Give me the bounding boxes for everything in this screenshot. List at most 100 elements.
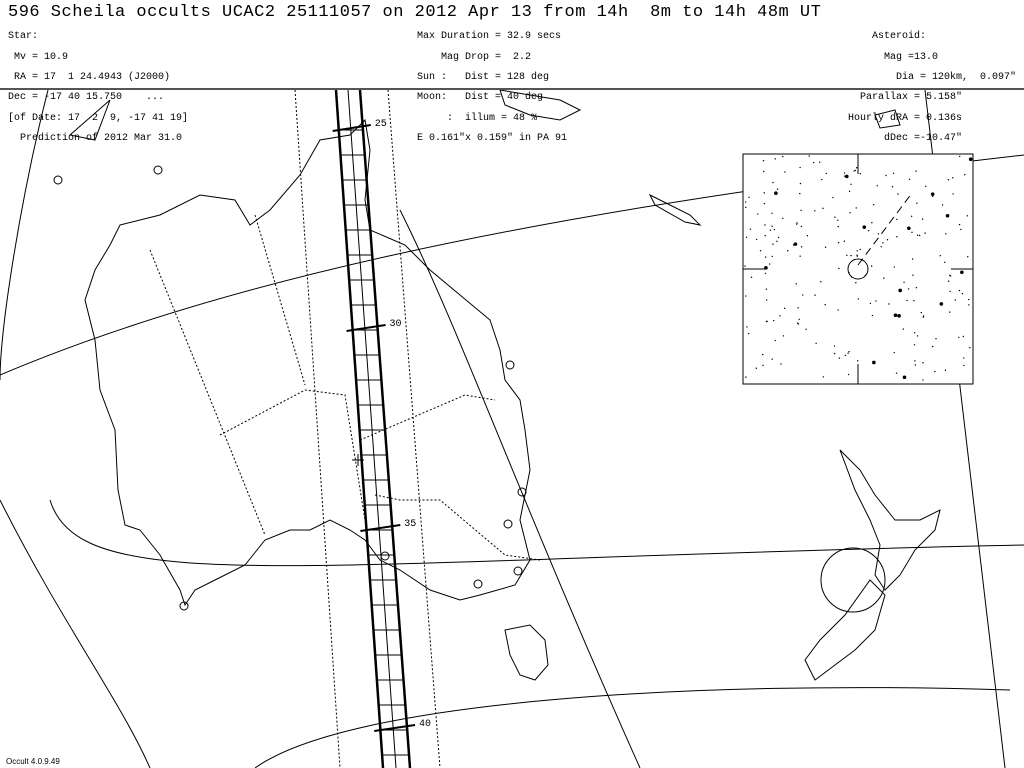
inset-star [762,160,765,162]
inset-star [944,369,947,371]
inset-star [906,299,908,302]
asteroid-heading: Asteroid: [871,31,926,43]
inset-star [886,239,889,241]
inset-star [847,373,850,376]
inset-star [774,339,776,342]
asteroid-dia: Dia = 120km, 0.097" [895,72,1016,84]
star-dec: Dec = -17 40 15.750 ... [8,92,165,104]
inset-star [846,254,848,256]
inset-star [745,236,748,239]
inset-star [799,166,801,169]
inset-star [848,190,851,193]
inset-star [802,294,804,296]
inset-star [837,309,839,311]
inset-star [855,282,857,284]
inset-star [780,363,782,365]
inset-star [796,222,798,224]
inset-star [843,240,846,242]
inset-star [902,328,905,330]
path-tick-label: 40 [419,719,431,730]
inset-star [893,351,895,354]
inset-star [771,358,773,360]
inset-star [902,375,907,380]
inset-star [748,332,750,335]
inset-star [848,272,850,274]
inset-star [796,322,799,324]
inset-star [744,265,746,267]
inset-star [935,337,937,340]
inset-star [915,170,917,172]
inset-star [871,314,874,317]
inset-star [843,175,846,177]
inset-star [898,288,902,293]
inset-star [871,222,873,224]
inset-star [772,243,774,245]
inset-star [838,267,840,270]
inset-star [915,287,918,289]
inset-star [787,250,789,252]
meridian-line [0,499,151,768]
inset-star [838,357,840,359]
inset-star [849,212,851,214]
inset-star [782,217,784,219]
inset-star [856,255,859,257]
australia-coastline [84,118,531,607]
asteroid-parallax: Parallax = 5.158" [859,92,962,104]
inset-star [885,174,887,177]
inset-star [883,277,885,279]
inset-star [847,352,849,354]
inset-star [783,307,786,310]
inset-star [771,225,773,227]
sun-distance: Sun : Dist = 128 deg [417,72,550,84]
centre-cross [352,454,364,466]
inset-star [961,292,964,295]
inset-star [870,265,873,267]
inset-star [967,256,969,258]
inset-star [880,246,882,248]
inset-star [914,360,916,362]
inset-star [795,283,797,285]
inset-star [913,344,916,346]
inset-star [748,196,750,198]
inset-star [903,281,905,283]
inset-star [833,352,836,355]
inset-star [869,302,872,305]
asteroid-mag: Mag =13.0 [883,51,938,63]
inset-star [872,203,875,206]
inset-star [808,155,810,157]
nz-north-island [839,449,941,591]
tasmania-coastline [504,624,549,681]
inset-star [939,255,941,257]
inset-star [773,228,776,231]
inset-star [822,376,825,378]
inset-star [892,172,895,175]
version-label: Occult 4.0.9.49 [6,757,60,766]
centre-line [347,90,397,768]
inset-star [944,261,946,264]
star-ra: RA = 17 1 24.4943 (J2000) [8,72,171,84]
inset-star [837,241,840,244]
inset-star [815,342,817,344]
inset-star [799,182,802,185]
header-divider [0,88,1024,90]
inset-star [805,328,807,330]
inset-star [921,218,924,220]
inset-star [932,345,934,348]
inset-star [960,228,962,231]
inset-star [814,294,816,296]
inset-star [922,379,924,381]
inset-star [763,202,766,205]
path-major-tick [374,724,416,732]
inset-star [968,298,970,301]
inset-star [853,170,855,172]
new-guinea-coastline [499,90,582,121]
inset-star [764,272,767,275]
inset-star [766,320,768,323]
inset-star [779,315,781,317]
inset-star [744,201,747,203]
inset-star [968,304,970,306]
inset-star [912,274,914,276]
inset-star [774,158,776,160]
mag-drop: Mag Drop = 2.2 [417,51,532,63]
inset-star [772,181,774,184]
